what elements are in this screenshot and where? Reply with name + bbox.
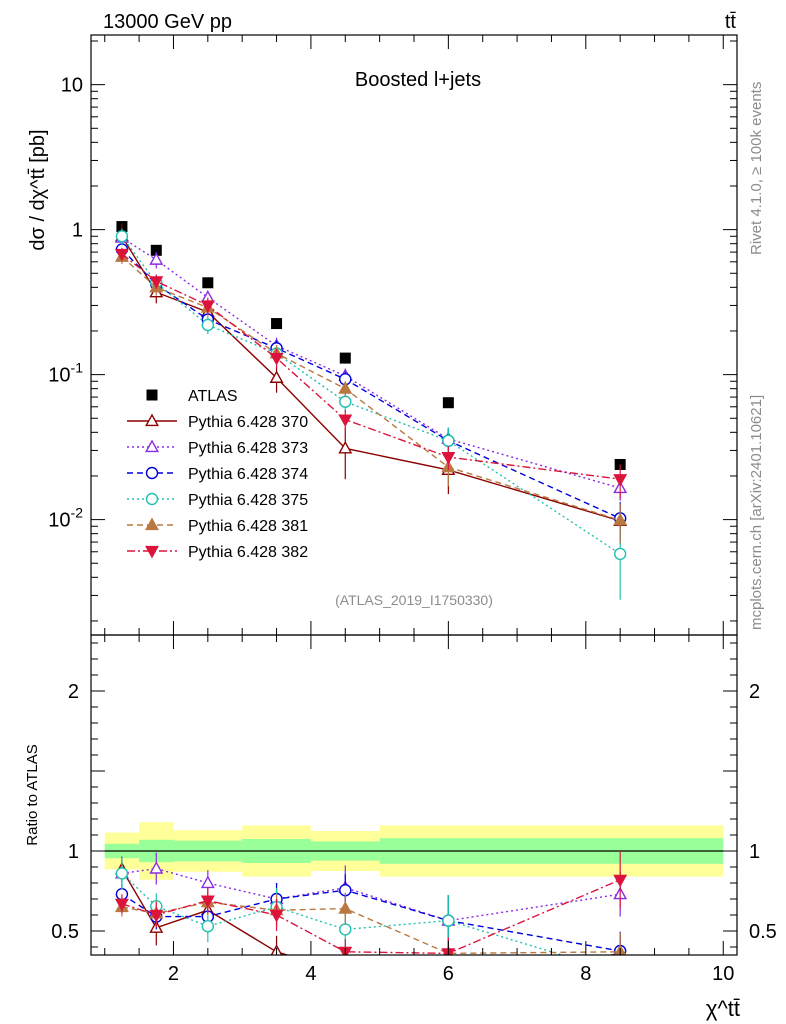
ratio-series-373-point (149, 861, 164, 874)
series-atlas-point (202, 277, 214, 289)
series-382-point (149, 276, 164, 289)
legend-entry-370: Pythia 6.428 370 (127, 413, 308, 431)
y-tick-label: 10-1 (48, 360, 83, 387)
series-atlas-point (442, 397, 454, 409)
legend-entry-375-marker (145, 492, 159, 506)
rivet-version-label: Rivet 4.1.0, ≥ 100k events (748, 82, 765, 255)
ratio-series-382-point (114, 898, 129, 912)
legend-entry-382: Pythia 6.428 382 (127, 544, 308, 561)
legend-entry-381-label: Pythia 6.428 381 (188, 518, 308, 535)
legend: ATLAS Pythia 6.428 370 Pythia 6.428 373 Pyt… (127, 388, 308, 561)
main-title: Boosted l+jets (355, 69, 481, 91)
series-382-point (613, 474, 628, 487)
ratio-series-382-point (613, 874, 628, 888)
ratio-series-382-point (149, 909, 164, 923)
ratio-frame (90, 634, 738, 956)
ratio-series-381 (114, 889, 627, 955)
x-axis-label: χ^tt̄ (706, 996, 740, 1021)
ratio-y-tick-label: 1 (68, 841, 79, 863)
ratio-series-370-point (340, 967, 352, 977)
ratio-series-374 (115, 874, 627, 955)
series-atlas-point (271, 318, 283, 330)
ratio-series-381-line (121, 901, 621, 955)
series-atlas-point (339, 352, 351, 364)
ratio-plot-area: 0.5 0.5 1 1 2 2 2 4 6 8 10 Ratio to ATLAS χ^tt̄ (24, 634, 777, 1021)
series-382-point (269, 353, 284, 366)
legend-entry-382-label: Pythia 6.428 382 (188, 544, 308, 561)
ratio-series-373-point (200, 875, 215, 889)
ratio-series-370 (114, 856, 626, 977)
series-370-point (269, 370, 284, 383)
series-370-point (338, 440, 353, 454)
series-375-point (201, 318, 215, 332)
ratio-y-tick-label-right: 2 (749, 681, 760, 703)
analysis-tag: (ATLAS_2019_I1750330) (335, 592, 493, 608)
legend-entry-374: Pythia 6.428 374 (127, 466, 308, 483)
ratio-series-375-point (442, 914, 455, 927)
main-y-axis-label: dσ / dχ^tt̄ [pb] (27, 129, 49, 250)
legend-entry-382-marker (145, 545, 159, 559)
energy-label: 13000 GeV pp (103, 11, 232, 33)
legend-entry-atlas-label: ATLAS (188, 388, 238, 405)
legend-entry-381-marker (145, 517, 159, 531)
series-373 (114, 229, 628, 501)
ratio-series-375-line (121, 872, 565, 955)
ratio-series-375-point (201, 920, 215, 933)
legend-entry-373-label: Pythia 6.428 373 (188, 440, 308, 457)
y-tick-label: 1 (72, 220, 83, 242)
series-381-point (613, 512, 628, 526)
legend-entry-373: Pythia 6.428 373 (127, 439, 308, 457)
series-381-point (338, 381, 353, 394)
series-375-point (442, 434, 455, 447)
main-plot-area: 10-2 10-1 1 10 Boosted l+jets (ATLAS_2019_I… (27, 34, 738, 636)
x-tick-label: 6 (443, 963, 454, 985)
ratio-y-tick-label-right: 1 (749, 841, 760, 863)
x-tick-label: 2 (168, 963, 179, 985)
mcplots-label: mcplots.cern.ch [arXiv:2401.10621] (748, 395, 765, 630)
legend-entry-atlas-marker (146, 389, 158, 401)
series-atlas (116, 221, 626, 470)
legend-entry-374-label: Pythia 6.428 374 (188, 466, 308, 483)
x-tick-label: 4 (305, 963, 316, 985)
series-382-point (114, 248, 129, 262)
process-label: tt̄ (725, 11, 737, 33)
series-382-point (441, 451, 456, 465)
legend-entry-370-marker (145, 413, 159, 427)
legend-entry-370-label: Pythia 6.428 370 (188, 414, 308, 431)
series-382 (114, 247, 628, 499)
ratio-series-370-line (121, 869, 621, 955)
legend-entry-atlas: ATLAS (146, 388, 238, 405)
series-375-point (339, 395, 352, 408)
ratio-series-382-point (200, 895, 215, 909)
series-375-point (115, 230, 129, 243)
ratio-series-375-point (339, 923, 352, 936)
ratio-y-axis-label: Ratio to ATLAS (24, 744, 41, 845)
y-tick-label: 10 (61, 75, 83, 97)
ratio-series-375-point (115, 867, 129, 880)
ratio-series-375 (115, 857, 626, 978)
ratio-y-tick-label: 0.5 (51, 921, 79, 943)
legend-entry-373-marker (145, 439, 159, 453)
series-373-point (149, 252, 164, 265)
y-tick-label: 10-2 (48, 505, 83, 532)
series-382-point (338, 414, 353, 428)
legend-entry-375: Pythia 6.428 375 (127, 492, 308, 509)
legend-entry-381: Pythia 6.428 381 (127, 517, 308, 535)
series-375-point (613, 547, 627, 561)
x-tick-label: 8 (580, 963, 591, 985)
ratio-series-382-point (269, 909, 284, 923)
ratio-series-374-line (121, 889, 621, 952)
legend-entry-375-label: Pythia 6.428 375 (188, 492, 308, 509)
ratio-series-375-point (615, 967, 626, 978)
ratio-series-382 (114, 851, 628, 955)
series-382-point (200, 300, 215, 313)
ratio-series-381-point (338, 901, 353, 914)
ratio-y-tick-label-right: 0.5 (749, 921, 777, 943)
legend-entry-374-marker (145, 466, 159, 480)
ratio-y-tick-label: 2 (68, 681, 79, 703)
series-atlas-point (150, 244, 162, 256)
x-tick-label: 10 (712, 963, 734, 985)
